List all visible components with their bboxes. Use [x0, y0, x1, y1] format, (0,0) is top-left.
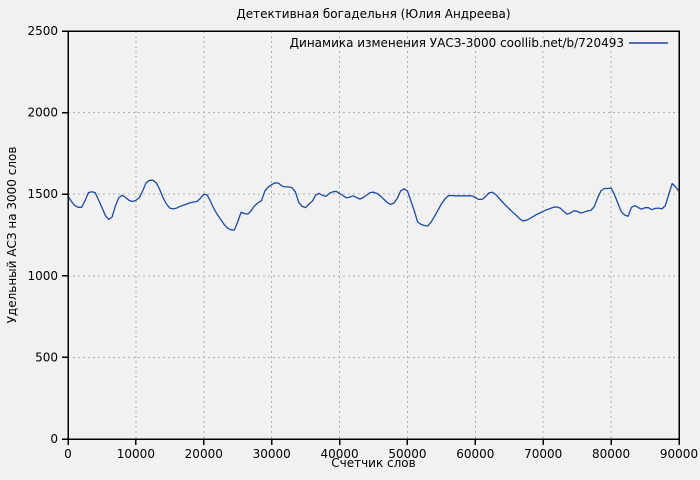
y-tick-label: 500: [35, 350, 58, 364]
y-tick-label: 2000: [27, 106, 58, 120]
y-tick-label: 1000: [27, 269, 58, 283]
data-series-line: [67, 179, 680, 231]
x-tick-label: 70000: [524, 447, 562, 461]
y-axis-label: Удельный АСЗ на 3000 слов: [5, 147, 19, 324]
x-tick-label: 80000: [592, 447, 630, 461]
x-tick-label: 40000: [320, 447, 358, 461]
x-tick-label: 60000: [456, 447, 494, 461]
x-tick-label: 20000: [185, 447, 223, 461]
x-tick-label: 10000: [117, 447, 155, 461]
y-tick-label: 1500: [27, 187, 58, 201]
x-tick-label: 90000: [660, 447, 698, 461]
y-tick-label: 0: [50, 432, 58, 446]
y-tick-label: 2500: [27, 24, 58, 38]
plot-frame: [67, 30, 680, 440]
x-tick-label: 30000: [253, 447, 291, 461]
chart-title: Детективная богадельня (Юлия Андреева): [236, 7, 510, 21]
legend-label: Динамика изменения УАСЗ-3000 coollib.net…: [290, 36, 624, 50]
x-axis-label: Счетчик слов: [331, 456, 415, 470]
x-tick-label: 0: [64, 447, 72, 461]
x-tick-label: 50000: [388, 447, 426, 461]
